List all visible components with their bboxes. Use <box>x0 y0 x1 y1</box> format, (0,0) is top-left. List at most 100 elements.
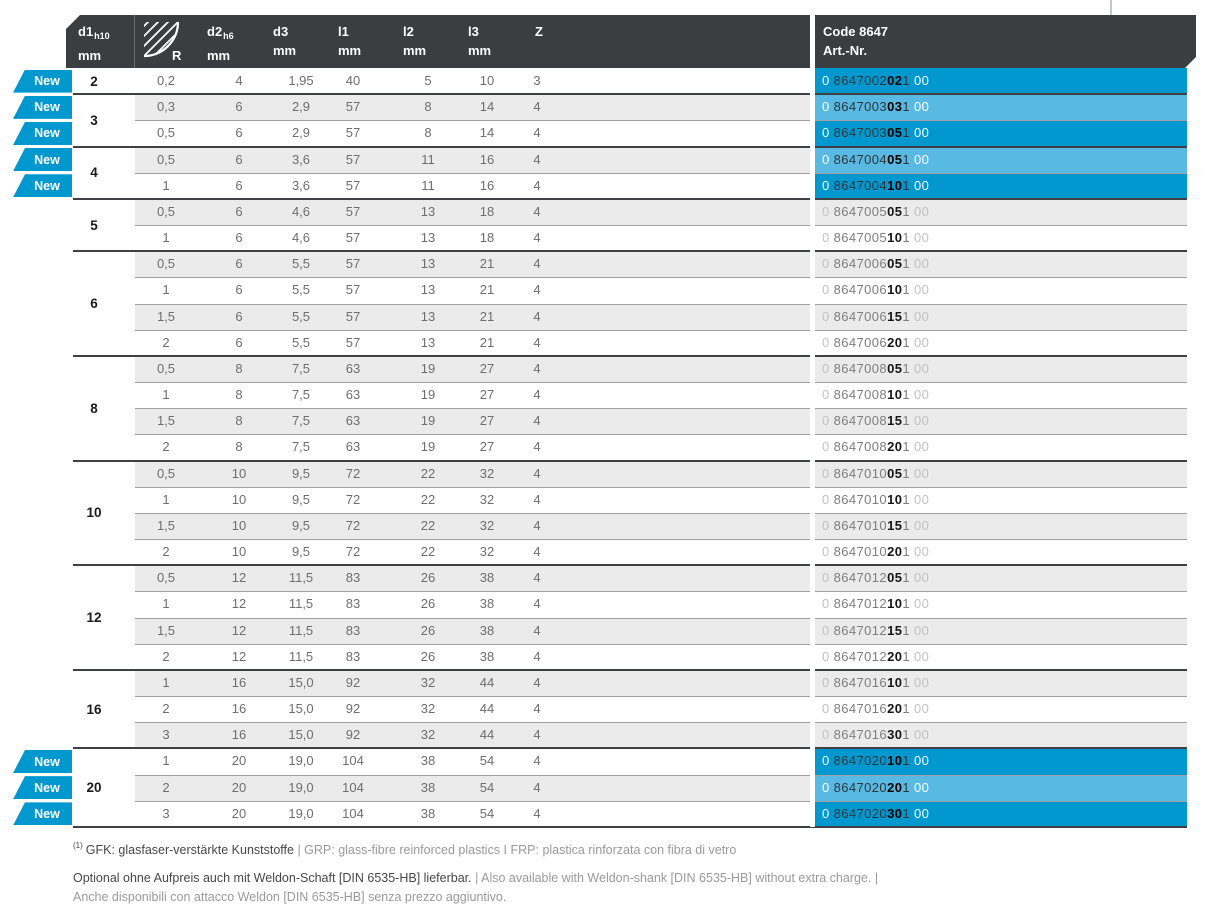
cell-z: 4 <box>533 177 541 193</box>
cell-d3: 9,5 <box>291 544 311 560</box>
cell-z: 4 <box>533 439 541 455</box>
article-cell <box>815 748 1187 775</box>
article-number: 0 8647004101 00 <box>822 177 930 193</box>
table-row: 0,5 8 7,5 63 19 27 4 0 8647008051 00 <box>73 355 1187 383</box>
cell-z: 4 <box>533 203 541 219</box>
cell-r: 3 <box>162 805 170 821</box>
cell-r: 1 <box>162 596 170 612</box>
cell-d3: 4,6 <box>291 230 311 246</box>
group-separator <box>73 747 1187 750</box>
cell-l3: 16 <box>479 177 495 193</box>
new-badge: New <box>13 174 72 198</box>
cell-r: 0,5 <box>156 465 176 481</box>
group-separator <box>73 250 1187 253</box>
row-separator <box>135 774 1187 776</box>
new-badge: New <box>13 121 72 146</box>
article-cell <box>815 303 1187 330</box>
cell-l2: 13 <box>420 230 436 246</box>
article-number: 0 8647008101 00 <box>822 387 930 403</box>
cell-r: 2 <box>162 701 170 717</box>
column-header-l3: l3 mm <box>468 24 492 58</box>
cell-z: 4 <box>533 517 541 533</box>
cell-z: 4 <box>533 230 541 246</box>
d1-group-cell: 4 <box>90 165 98 181</box>
cell-z: 4 <box>533 256 541 272</box>
cell-l2: 26 <box>420 622 436 638</box>
cell-l3: 44 <box>479 701 495 717</box>
table-row: 0,5 10 9,5 72 22 32 4 0 8647010051 00 <box>73 460 1187 487</box>
row-separator <box>135 277 1187 279</box>
group-separator <box>73 93 1187 96</box>
row-separator <box>135 722 1187 724</box>
cell-d2: 8 <box>235 387 243 403</box>
footnote-weldon-line2: Anche disponibili con attacco Weldon [DI… <box>73 890 507 904</box>
footnote-weldon-line1: Optional ohne Aufpreis auch mit Weldon-S… <box>73 871 879 885</box>
article-cell <box>815 565 1187 592</box>
cell-r: 0,5 <box>156 203 176 219</box>
cell-d3: 2,9 <box>291 99 311 115</box>
cell-l2: 22 <box>420 465 436 481</box>
table-row: 1,5 6 5,5 57 13 21 4 0 8647006151 00 <box>73 303 1187 330</box>
cell-r: 1 <box>162 753 170 769</box>
table-row: 0,5 6 5,5 57 13 21 4 0 8647006051 00 <box>73 251 1187 278</box>
cell-d3: 7,5 <box>291 387 311 403</box>
cell-l1: 83 <box>345 648 361 664</box>
cell-l3: 18 <box>479 203 495 219</box>
cell-d2: 20 <box>231 753 247 769</box>
row-separator <box>135 539 1187 541</box>
row-separator <box>135 329 1187 331</box>
table-row: 2 12 11,5 83 26 38 4 0 8647012201 00 <box>73 644 1187 670</box>
article-cell <box>815 512 1187 540</box>
cell-d3: 5,5 <box>291 282 311 298</box>
cell-l1: 72 <box>345 465 361 481</box>
article-cell <box>815 251 1187 278</box>
cell-l3: 21 <box>479 282 495 298</box>
cell-d2: 12 <box>231 622 247 638</box>
table-row: 0,2 4 1,95 40 5 10 3 0 8647002021 00 <box>73 68 1187 95</box>
cell-d2: 6 <box>235 125 243 141</box>
cell-z: 4 <box>533 151 541 167</box>
cell-d2: 12 <box>231 570 247 586</box>
cell-r: 0,3 <box>156 99 176 115</box>
cell-l1: 104 <box>342 779 364 795</box>
cell-l2: 22 <box>420 544 436 560</box>
cell-d2: 6 <box>235 203 243 219</box>
group-separator <box>73 564 1187 567</box>
cell-d2: 10 <box>231 544 247 560</box>
cell-l1: 63 <box>345 387 361 403</box>
cell-d2: 6 <box>235 334 243 350</box>
article-number: 0 8647008051 00 <box>822 360 930 376</box>
cell-l3: 14 <box>479 125 495 141</box>
cell-l1: 57 <box>345 99 361 115</box>
table-row: 2 10 9,5 72 22 32 4 0 8647010201 00 <box>73 539 1187 565</box>
new-badge: New <box>13 749 72 774</box>
cell-d2: 6 <box>235 282 243 298</box>
row-separator <box>135 303 1187 305</box>
cell-d2: 12 <box>231 596 247 612</box>
table-header: d1h10 mm R d2h6 mm d <box>66 15 1196 68</box>
cell-r: 0,5 <box>156 360 176 376</box>
cell-l3: 14 <box>479 99 495 115</box>
cell-z: 4 <box>533 753 541 769</box>
article-number: 0 8647008201 00 <box>822 439 930 455</box>
cell-l1: 92 <box>345 727 361 743</box>
cell-l2: 38 <box>420 779 436 795</box>
cell-r: 2 <box>162 544 170 560</box>
cell-l2: 19 <box>420 413 436 429</box>
cell-d2: 16 <box>231 701 247 717</box>
cell-l1: 57 <box>345 282 361 298</box>
d1-group-cell: 16 <box>86 701 102 717</box>
d1-group-cell: 5 <box>90 217 98 233</box>
cell-l2: 13 <box>420 256 436 272</box>
cell-l1: 57 <box>345 125 361 141</box>
cell-l3: 38 <box>479 596 495 612</box>
d1-group-cell: 8 <box>90 400 98 416</box>
article-number: 0 8647012151 00 <box>822 622 930 638</box>
cell-l1: 92 <box>345 701 361 717</box>
table-row: 1 8 7,5 63 19 27 4 0 8647008101 00 <box>73 382 1187 408</box>
row-separator <box>135 800 1187 802</box>
cell-l2: 26 <box>420 596 436 612</box>
table-row: 2 8 7,5 63 19 27 4 0 8647008201 00 <box>73 434 1187 460</box>
cell-d2: 6 <box>235 308 243 324</box>
cell-d3: 1,95 <box>288 73 314 88</box>
